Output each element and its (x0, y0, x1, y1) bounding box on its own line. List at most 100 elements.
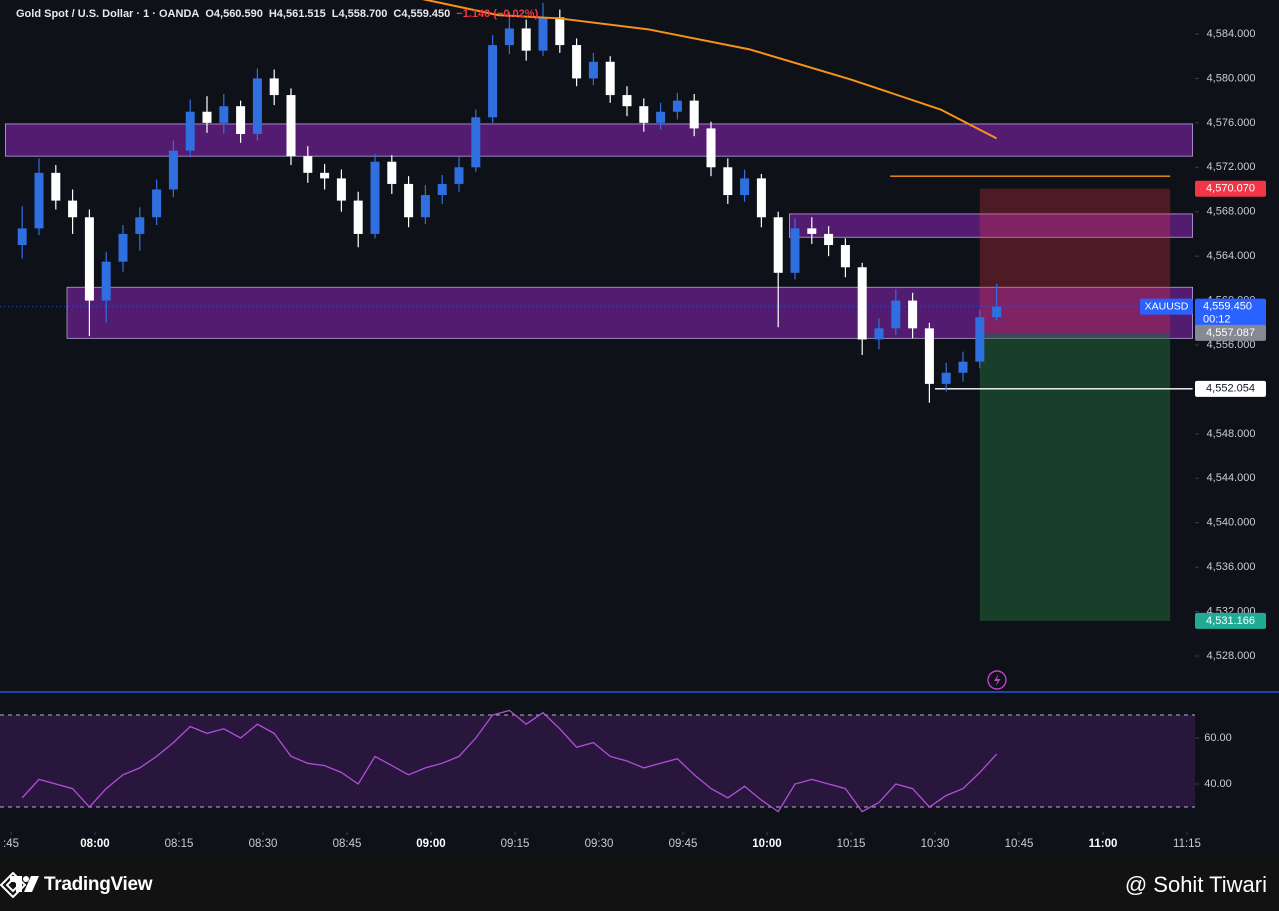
candle-body (236, 106, 246, 134)
candle-body (622, 95, 632, 107)
x-tick-label: 09:30 (585, 838, 614, 850)
candle-body (672, 100, 682, 112)
symbol-tag (1140, 298, 1193, 315)
x-tick-label: 09:15 (501, 838, 530, 850)
candle-body (639, 106, 649, 123)
y-tick-label: 4,544.000 (1207, 472, 1256, 484)
x-tick-label: 08:45 (333, 838, 362, 850)
candle-body (740, 178, 750, 196)
zone (66, 286, 1193, 339)
candle-body (992, 306, 1002, 318)
candle-body (135, 217, 145, 234)
candle-body (840, 245, 850, 268)
countdown-label: 00:12 (1203, 314, 1231, 326)
candle-body (219, 106, 229, 123)
y-tick-label: 4,576.000 (1207, 117, 1256, 129)
position-risk (979, 188, 1171, 333)
candle-body (152, 189, 162, 218)
credit-mark (0, 872, 26, 898)
x-tick-label: 09:45 (669, 838, 698, 850)
candle-body (572, 45, 582, 79)
candle-body (874, 328, 884, 340)
candle-body (824, 233, 834, 246)
rsi-pane (0, 709, 1195, 813)
candle-body (521, 28, 531, 51)
candle-body (404, 183, 414, 218)
candle-body (706, 128, 716, 168)
price-tag-label: 4,559.450 (1203, 301, 1252, 313)
candle-body (101, 261, 111, 301)
candle-body (773, 217, 783, 273)
x-tick-label: 10:15 (837, 838, 866, 850)
x-tick-label: 08:00 (80, 838, 109, 850)
price-tag (1195, 380, 1266, 397)
candle-body (471, 117, 481, 168)
candle-body (286, 95, 296, 157)
candle-body (538, 17, 548, 51)
candle-body (118, 233, 128, 262)
x-tick-label: 10:30 (921, 838, 950, 850)
x-tick-label: 08:30 (249, 838, 278, 850)
candle-body (958, 361, 968, 373)
footer: TradingView @ Sohit Tiwari (0, 858, 1279, 911)
price-pane (0, 0, 1195, 621)
x-tick-label: 08:15 (165, 838, 194, 850)
x-tick-label: 10:45 (1005, 838, 1034, 850)
candle-body (555, 17, 565, 46)
x-tick-label: 11:15 (1173, 838, 1201, 850)
candle-body (756, 178, 766, 218)
candle-body (320, 172, 330, 179)
x-tick-label: :45 (3, 838, 19, 850)
logo-text: TradingView (44, 874, 153, 895)
candle-body (723, 167, 733, 196)
legend-item: Gold Spot / U.S. Dollar · 1 · OANDA (16, 8, 200, 20)
price-tag-label: 4,531.166 (1206, 615, 1255, 627)
y-tick-label: 4,540.000 (1207, 517, 1256, 529)
rsi-tick-label: 60.00 (1204, 732, 1232, 744)
candle-body (336, 178, 346, 201)
candle-body (17, 228, 27, 246)
candle-body (252, 78, 262, 134)
y-tick-label: 4,580.000 (1207, 72, 1256, 84)
position-reward (979, 332, 1171, 621)
zone (789, 213, 1194, 238)
candle-body (504, 28, 514, 46)
price-tag (1195, 180, 1266, 197)
price-axis-bg (1195, 0, 1279, 858)
candle-body (588, 61, 598, 79)
x-tick-label: 09:00 (416, 838, 445, 850)
candle-body (790, 228, 800, 273)
y-tick-label: 4,584.000 (1207, 28, 1256, 40)
candle-body (857, 267, 867, 340)
rsi-tick-label: 40.00 (1204, 778, 1232, 790)
price-tag-label: 4,552.054 (1206, 383, 1255, 395)
candle-body (891, 300, 901, 329)
candle-body (924, 328, 934, 384)
candle-body (353, 200, 363, 234)
legend-item: H4,561.515 (268, 8, 326, 20)
candle-body (185, 111, 195, 151)
candle-body (168, 150, 178, 190)
credit-text: @ Sohit Tiwari (1124, 872, 1267, 897)
symbol-tag-label: XAUUSD (1145, 300, 1189, 312)
candle-body (656, 111, 666, 123)
candle-body (807, 228, 817, 234)
axes: 4,528.0004,532.0004,536.0004,540.0004,54… (3, 28, 1266, 850)
zone (5, 123, 1193, 157)
candle-body (605, 61, 615, 96)
y-tick-label: 4,556.000 (1207, 339, 1256, 351)
legend-item: −1.140 (−0.02%) (456, 8, 539, 20)
y-tick-label: 4,536.000 (1207, 561, 1256, 573)
rsi-band (0, 715, 1195, 808)
candle-body (488, 45, 498, 118)
y-tick-label: 4,568.000 (1207, 206, 1256, 218)
y-tick-label: 4,572.000 (1207, 161, 1256, 173)
candle-body (303, 156, 313, 173)
candle-body (941, 372, 951, 384)
candle-body (908, 300, 918, 329)
moving-average (421, 0, 998, 140)
y-tick-label: 4,564.000 (1207, 250, 1256, 262)
y-tick-label: 4,548.000 (1207, 428, 1256, 440)
candle-body (437, 183, 447, 196)
